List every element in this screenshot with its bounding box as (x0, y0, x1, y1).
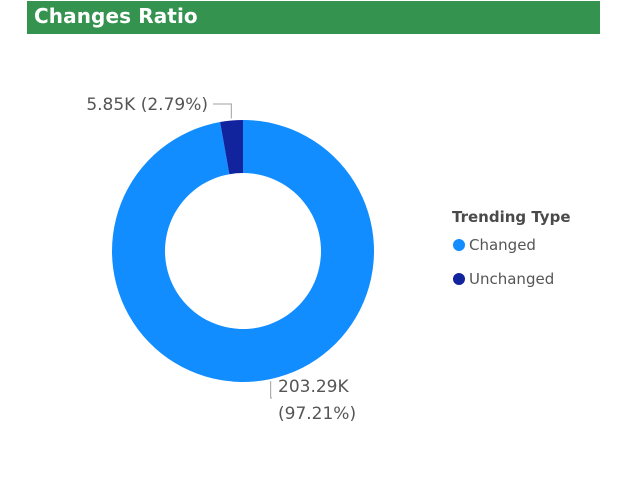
title-bar: Changes Ratio (27, 1, 600, 34)
data-label-unchanged: 5.85K (2.79%) (86, 95, 208, 115)
legend-title: Trending Type (452, 208, 571, 226)
page-title: Changes Ratio (34, 4, 198, 28)
donut-slices (112, 120, 375, 382)
slice-changed[interactable] (112, 120, 375, 382)
leader-line-unchanged (213, 103, 232, 119)
legend: Trending Type Changed Unchanged (452, 208, 571, 302)
data-label-changed-percent: (97.21%) (278, 404, 356, 424)
leader-line-changed (270, 381, 272, 399)
legend-marker-changed (453, 239, 465, 251)
legend-item-changed[interactable]: Changed (452, 234, 571, 256)
slice-unchanged[interactable] (220, 120, 243, 175)
data-labels: 5.85K (2.79%) 203.29K (97.21%) (86, 95, 356, 424)
legend-marker-unchanged (453, 273, 465, 285)
legend-label-unchanged: Unchanged (469, 270, 555, 288)
data-label-changed-value: 203.29K (278, 377, 349, 397)
legend-label-changed: Changed (469, 236, 536, 254)
legend-item-unchanged[interactable]: Unchanged (452, 268, 571, 290)
